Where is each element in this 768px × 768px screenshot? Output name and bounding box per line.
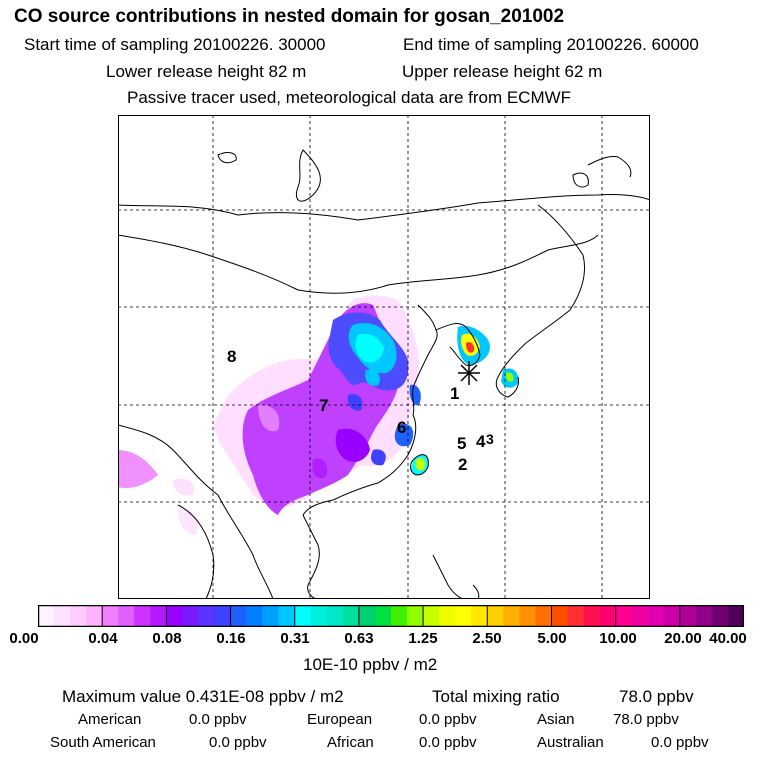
colorbar-unit-label: 10E-10 ppbv / m2 [303,655,438,674]
colorbar-tick-label: 0.04 [88,630,118,647]
colorbar-tick-label: 5.00 [537,630,567,647]
european-value: 0.0 ppbv [419,711,477,728]
colorbar-swatch [535,605,552,627]
colorbar-swatch [278,605,296,627]
colorbar-swatch [358,605,376,627]
colorbar-swatch [503,605,520,627]
tracer-note: Passive tracer used, meteorological data… [127,88,572,107]
colorbar-swatch [230,605,247,627]
american-value: 0.0 ppbv [189,711,247,728]
start-time-label: Start time of sampling 20100226. 30000 [24,35,326,54]
colorbar-swatch [326,605,344,627]
colorbar-swatch [86,605,103,627]
colorbar-swatch [374,605,392,627]
african-label: African [327,734,374,751]
colorbar-swatch [647,605,665,627]
colorbar-tick-label: 0.08 [152,630,182,647]
region-label-8: 8 [227,347,236,366]
region-label-1: 1 [450,384,459,403]
colorbar-swatch [471,605,488,627]
south-american-value: 0.0 ppbv [209,734,267,751]
colorbar-swatch [695,605,713,627]
colorbar-tick-label: 20.00 [664,630,702,647]
asian-label: Asian [537,711,575,728]
region-label-6: 6 [397,418,406,437]
colorbar-swatch [102,605,119,627]
colorbar-swatch [198,605,215,627]
colorbar-swatch [551,605,568,627]
colorbar-swatch [54,605,71,627]
colorbar-swatch [663,605,681,627]
receptor-star-icon [458,361,480,385]
maximum-value-label: Maximum value 0.431E-08 ppbv / m2 [62,687,344,706]
colorbar [38,605,744,627]
colorbar-swatch [294,605,312,627]
colorbar-border [38,605,744,627]
european-label: European [307,711,373,728]
colorbar-swatch [407,605,424,627]
lower-release-height-label: Lower release height 82 m [106,62,307,81]
colorbar-swatch [487,605,504,627]
colorbar-tick-label: 1.25 [408,630,438,647]
american-label: American [78,711,142,728]
australian-value: 0.0 ppbv [651,734,709,751]
colorbar-swatch [342,605,360,627]
region-label-7: 7 [319,396,328,415]
colorbar-swatch [134,605,151,627]
colorbar-swatch [455,605,472,627]
colorbar-swatch [631,605,649,627]
colorbar-swatch [567,605,584,627]
colorbar-swatch [519,605,536,627]
colorbar-swatch [70,605,87,627]
colorbar-swatch [599,605,616,627]
colorbar-swatch [423,605,440,627]
colorbar-swatch [439,605,456,627]
colorbar-swatch [262,605,279,627]
south-american-label: South American [50,734,156,751]
colorbar-swatch [727,605,744,627]
colorbar-tick-label: 0.31 [280,630,310,647]
colorbar-swatch [214,605,231,627]
graticule [118,115,650,599]
colorbar-swatch [310,605,328,627]
colorbar-swatch [391,605,408,627]
colorbar-tick-label: 2.50 [472,630,502,647]
australian-label: Australian [537,734,604,751]
colorbar-tick-label: 0.16 [216,630,246,647]
african-value: 0.0 ppbv [419,734,477,751]
colorbar-swatch [711,605,729,627]
source-contribution-map: 1 2 3 4 5 6 7 8 [118,115,650,599]
colorbar-swatch [118,605,135,627]
colorbar-tick-label: 0.00 [9,630,39,647]
colorbar-swatch [583,605,600,627]
upper-release-height-label: Upper release height 62 m [402,62,603,81]
colorbar-swatch [679,605,697,627]
total-mixing-label: Total mixing ratio [432,687,560,706]
region-label-3: 3 [486,431,494,447]
region-label-4: 4 [476,432,486,451]
colorbar-swatch [166,605,183,627]
contribution-field [118,295,519,535]
end-time-label: End time of sampling 20100226. 60000 [403,35,699,54]
region-label-5: 5 [457,434,466,453]
colorbar-swatch [615,605,632,627]
colorbar-tick-label: 0.63 [344,630,374,647]
map-frame [118,115,650,599]
asian-value: 78.0 ppbv [613,711,679,728]
colorbar-swatch [150,605,167,627]
colorbar-swatch [182,605,199,627]
colorbar-tick-label: 10.00 [599,630,637,647]
coastlines [118,149,650,599]
region-label-2: 2 [458,455,467,474]
map-title: CO source contributions in nested domain… [14,6,565,27]
colorbar-swatch [246,605,263,627]
colorbar-tick-label: 40.00 [709,630,747,647]
colorbar-swatch [38,605,55,627]
total-mixing-value: 78.0 ppbv [619,687,694,706]
